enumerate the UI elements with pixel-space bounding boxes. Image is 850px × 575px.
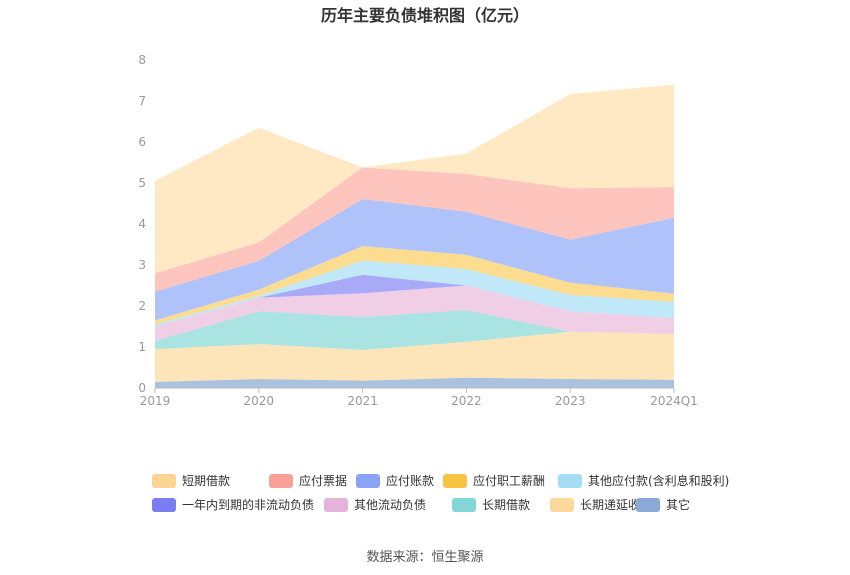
y-tick-label: 2 (138, 299, 146, 313)
series-areas (155, 84, 674, 388)
legend-item[interactable]: 应付职工薪酬 (443, 473, 545, 488)
legend-swatch (558, 474, 582, 488)
legend-swatch (152, 498, 176, 512)
legend-swatch (269, 474, 293, 488)
area-series-0 (155, 377, 674, 388)
x-tick-label: 2020 (244, 394, 275, 408)
legend-label: 其他应付款(含利息和股利) (588, 473, 729, 488)
legend-item[interactable]: 长期递延收益 (550, 498, 652, 512)
area-series-8 (155, 167, 674, 292)
y-tick-label: 4 (138, 217, 146, 231)
legend-swatch (550, 498, 574, 512)
area-series-2 (155, 310, 674, 350)
area-series-4 (155, 274, 674, 327)
y-tick-label: 3 (138, 258, 146, 272)
legend-label: 应付职工薪酬 (473, 473, 545, 488)
legend-label: 一年内到期的非流动负债 (182, 497, 314, 512)
x-tick-label: 2021 (347, 394, 378, 408)
legend-swatch (152, 474, 176, 488)
legend-item[interactable]: 长期借款 (452, 498, 530, 512)
area-series-1 (155, 331, 674, 382)
legend-swatch (356, 474, 380, 488)
legend-label: 短期借款 (182, 474, 230, 488)
legend-label: 其他流动负债 (354, 498, 426, 512)
area-series-6 (155, 246, 674, 325)
axes: 0 1 2 3 4 5 6 7 8 2019 2020 2021 2022 2023 2024Q1 (138, 53, 697, 408)
legend-item[interactable]: 一年内到期的非流动负债 (152, 497, 314, 512)
legend-item[interactable]: 应付账款 (356, 473, 434, 488)
y-tick-label: 5 (138, 176, 146, 190)
chart-title: 历年主要负债堆积图（亿元） (320, 6, 529, 25)
x-tick-label: 2022 (451, 394, 482, 408)
legend-label: 应付账款 (386, 473, 434, 488)
area-series-9 (155, 84, 674, 274)
legend-swatch (443, 474, 467, 488)
y-tick-label: 0 (138, 381, 146, 395)
x-tick-label: 2019 (140, 394, 171, 408)
legend-item[interactable]: 其它 (636, 497, 690, 512)
x-tick-label: 2023 (555, 394, 586, 408)
y-tick-label: 7 (138, 94, 146, 108)
area-series-7 (155, 199, 674, 321)
legend-swatch (324, 498, 348, 512)
legend-label: 应付票据 (299, 473, 347, 488)
legend-item[interactable]: 其他流动负债 (324, 498, 426, 512)
legend-swatch (636, 498, 660, 512)
legend-item[interactable]: 其他应付款(含利息和股利) (558, 473, 729, 488)
legend-label: 长期借款 (482, 498, 530, 512)
legend: 短期借款 应付票据 应付账款 应付职工薪酬 其他应付款(含利息和股利) 一年内到期的非流动… (152, 473, 729, 512)
legend-item[interactable]: 短期借款 (152, 474, 230, 488)
legend-label: 其它 (666, 497, 690, 512)
x-tick-label: 2024Q1 (650, 394, 698, 408)
y-tick-label: 8 (138, 53, 146, 67)
y-tick-label: 6 (138, 135, 146, 149)
area-series-5 (155, 260, 674, 327)
legend-swatch (452, 498, 476, 512)
legend-item[interactable]: 应付票据 (269, 473, 347, 488)
legend-label: 长期递延收益 (580, 498, 652, 512)
source-note: 数据来源：恒生聚源 (366, 550, 484, 565)
area-series-3 (155, 285, 674, 341)
y-tick-label: 1 (138, 340, 146, 354)
